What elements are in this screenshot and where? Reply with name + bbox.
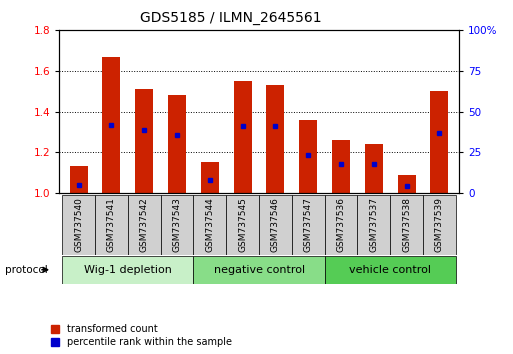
Bar bbox=[423, 195, 456, 255]
Bar bbox=[390, 195, 423, 255]
Legend: transformed count, percentile rank within the sample: transformed count, percentile rank withi… bbox=[51, 325, 231, 347]
Bar bbox=[70, 166, 88, 193]
Bar bbox=[365, 144, 383, 193]
Bar bbox=[62, 256, 193, 284]
Bar bbox=[128, 195, 161, 255]
Bar bbox=[398, 175, 416, 193]
Bar bbox=[325, 256, 456, 284]
Text: GSM737544: GSM737544 bbox=[205, 198, 214, 252]
Bar bbox=[193, 195, 226, 255]
Bar bbox=[266, 85, 285, 193]
Bar bbox=[299, 120, 317, 193]
Text: GDS5185 / ILMN_2645561: GDS5185 / ILMN_2645561 bbox=[140, 11, 322, 25]
Text: GSM737539: GSM737539 bbox=[435, 197, 444, 252]
Bar bbox=[325, 195, 358, 255]
Text: GSM737542: GSM737542 bbox=[140, 198, 149, 252]
Text: GSM737541: GSM737541 bbox=[107, 197, 116, 252]
Text: vehicle control: vehicle control bbox=[349, 265, 431, 275]
Bar bbox=[332, 140, 350, 193]
Bar bbox=[233, 81, 252, 193]
Bar bbox=[201, 162, 219, 193]
Text: negative control: negative control bbox=[213, 265, 305, 275]
Bar bbox=[161, 195, 193, 255]
Text: GSM737547: GSM737547 bbox=[304, 197, 313, 252]
Bar bbox=[95, 195, 128, 255]
Text: Wig-1 depletion: Wig-1 depletion bbox=[84, 265, 172, 275]
Bar bbox=[193, 256, 325, 284]
Bar bbox=[168, 95, 186, 193]
Text: GSM737538: GSM737538 bbox=[402, 197, 411, 252]
Bar bbox=[259, 195, 292, 255]
Text: GSM737545: GSM737545 bbox=[238, 197, 247, 252]
Bar bbox=[358, 195, 390, 255]
Text: GSM737536: GSM737536 bbox=[337, 197, 346, 252]
Bar bbox=[292, 195, 325, 255]
Text: GSM737540: GSM737540 bbox=[74, 197, 83, 252]
Bar bbox=[103, 57, 121, 193]
Text: GSM737546: GSM737546 bbox=[271, 197, 280, 252]
Bar bbox=[62, 195, 95, 255]
Bar bbox=[430, 91, 448, 193]
Text: protocol: protocol bbox=[5, 265, 48, 275]
Text: GSM737543: GSM737543 bbox=[172, 197, 182, 252]
Text: GSM737537: GSM737537 bbox=[369, 197, 379, 252]
Bar bbox=[135, 89, 153, 193]
Bar bbox=[226, 195, 259, 255]
